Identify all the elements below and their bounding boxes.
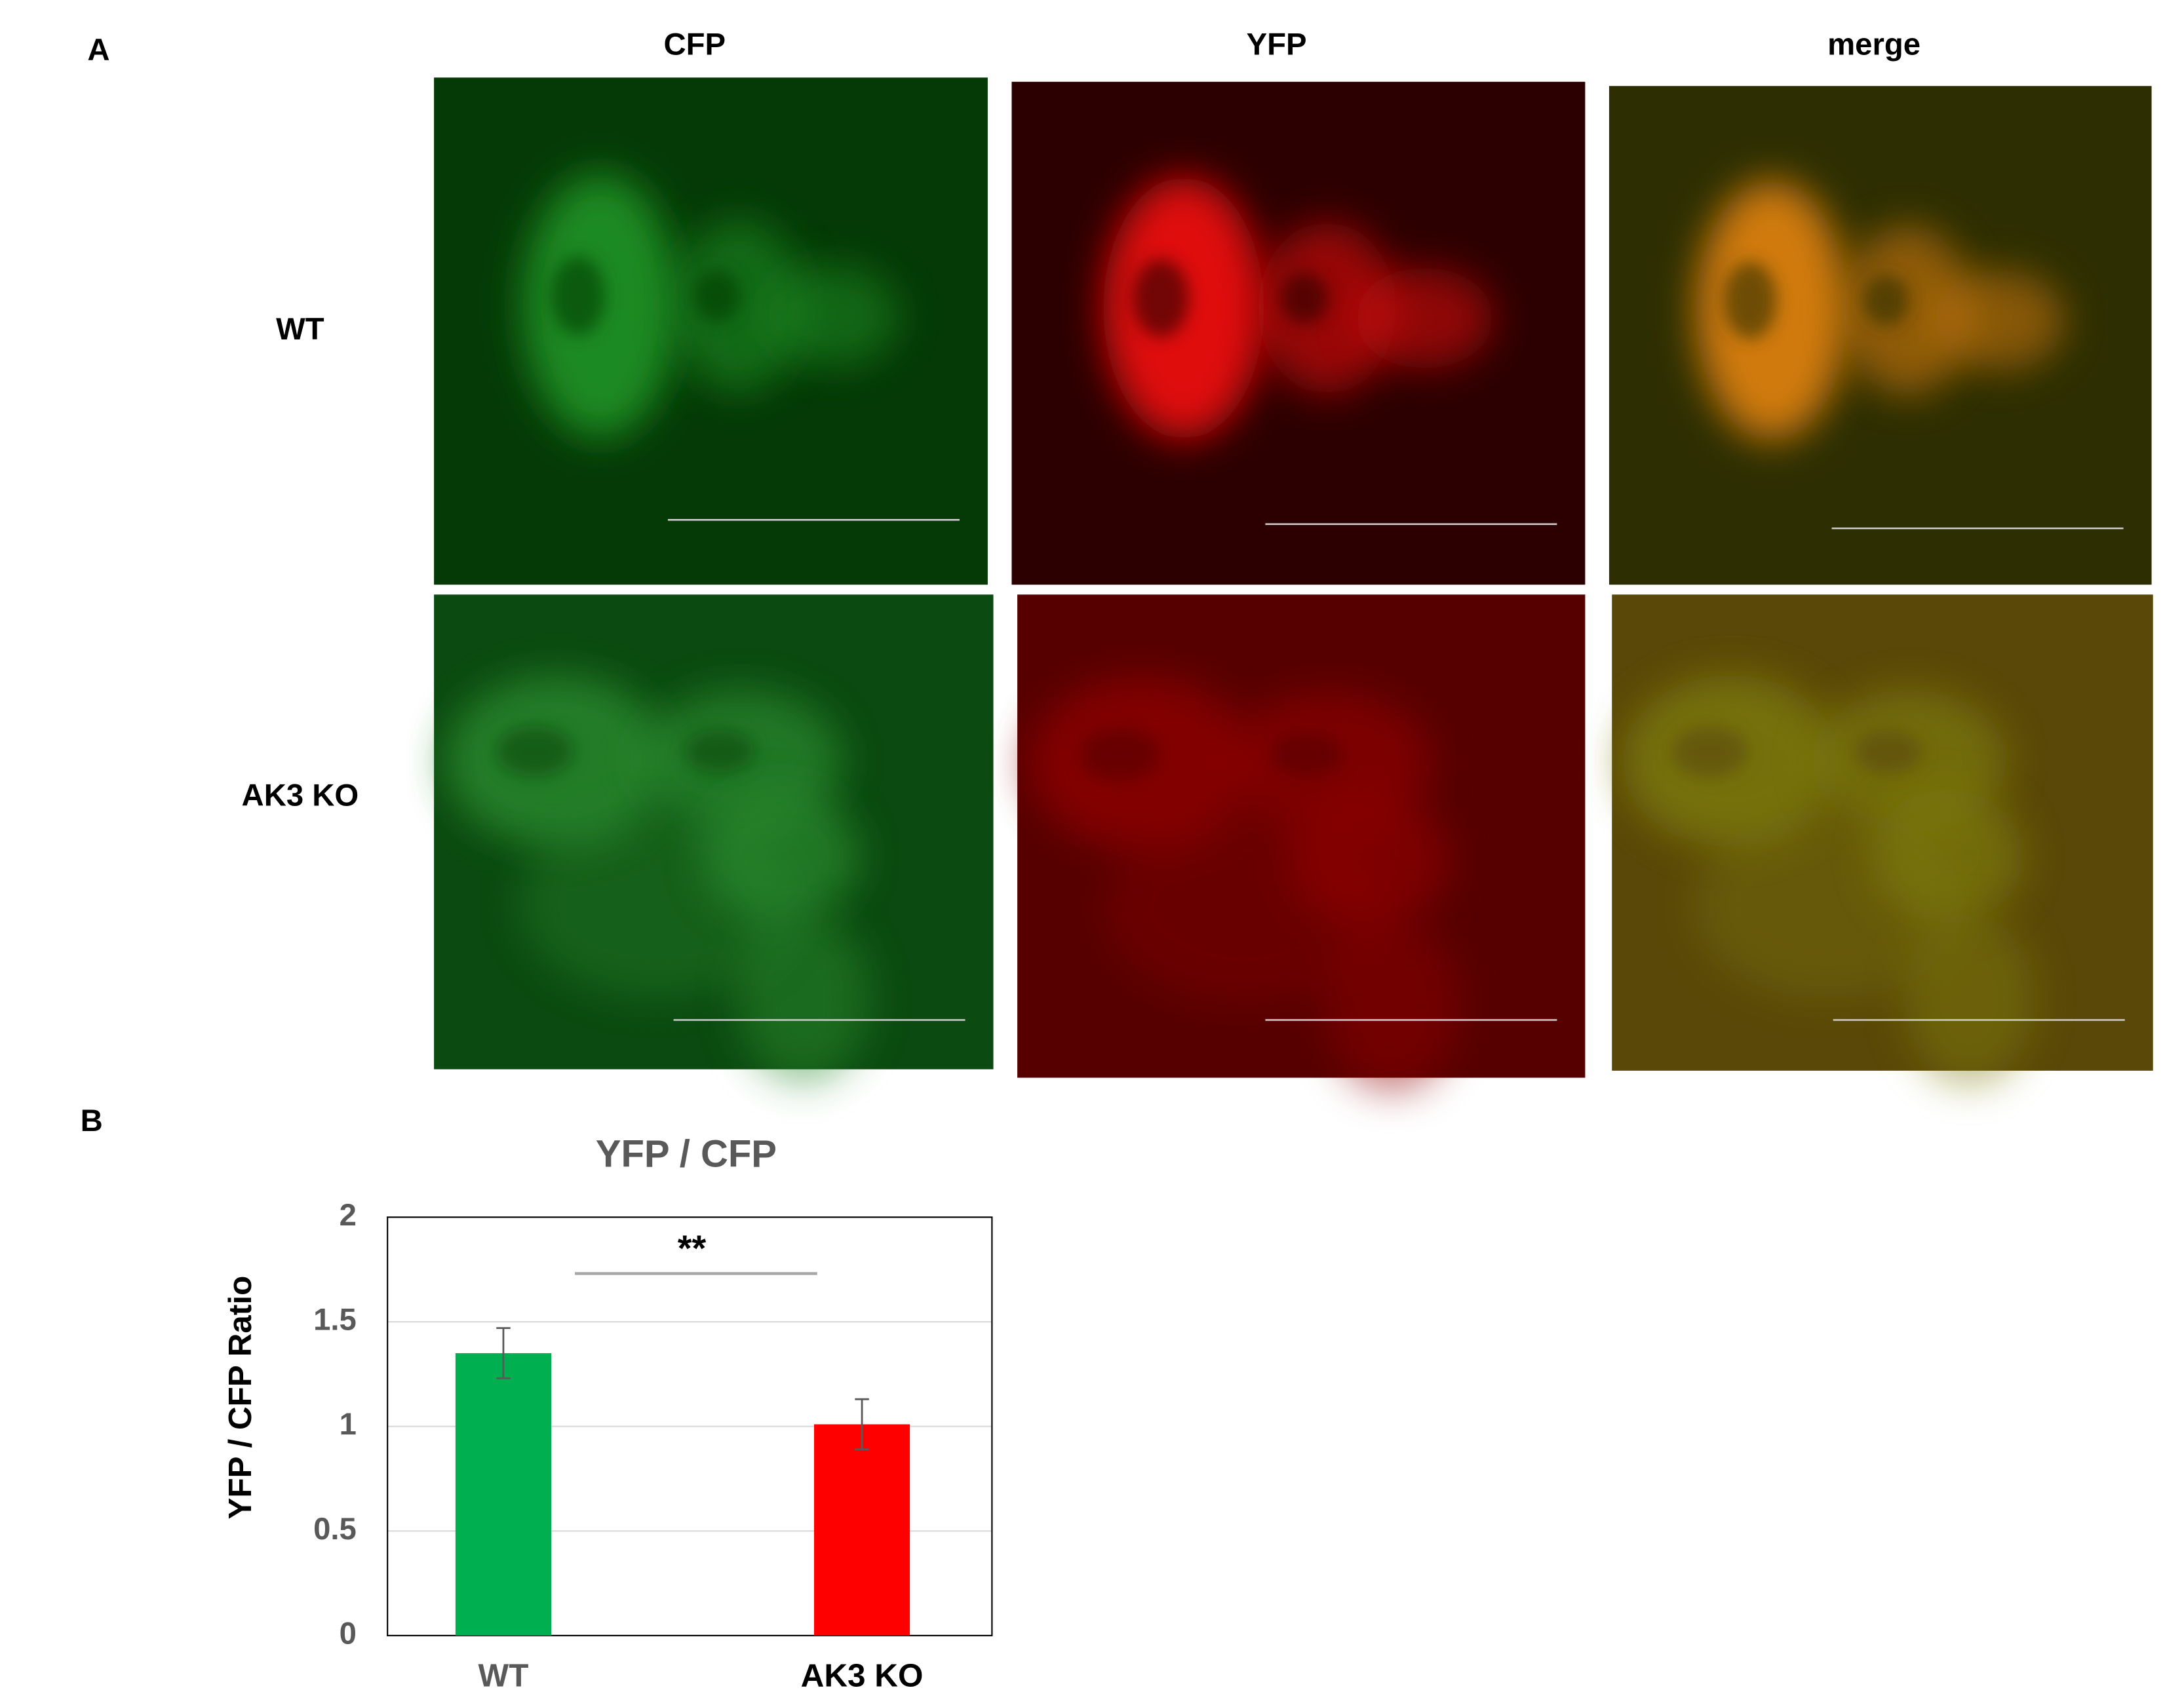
panel-label: B	[81, 1104, 103, 1138]
cell	[1102, 812, 1387, 1006]
x-tick-label: WT	[478, 1657, 529, 1692]
nucleus	[1271, 732, 1343, 776]
y-tick-label: 2	[340, 1198, 357, 1233]
cell	[1355, 267, 1494, 369]
nucleus	[1723, 261, 1777, 339]
row-label: AK3 KO	[242, 778, 359, 813]
y-tick-label: 1.5	[313, 1303, 357, 1337]
significance-annotation: **	[678, 1227, 707, 1269]
y-tick-label: 1	[340, 1407, 357, 1442]
micrograph	[1612, 594, 2153, 1085]
nucleus	[693, 269, 740, 322]
error-bar	[496, 1327, 511, 1379]
micrograph	[434, 77, 988, 585]
microscopy-grid: CFP YFP merge WT AK3 KO	[242, 28, 2153, 1092]
micrograph	[1011, 81, 1586, 585]
bar-chart: YFP / CFP YFP / CFP Ratio 0 0.5 1 1.5 2 WT AK3 K…	[222, 1132, 993, 1692]
micrograph	[1609, 86, 2152, 585]
error-bar	[855, 1398, 869, 1451]
row-label: WT	[276, 312, 324, 347]
cell	[766, 265, 899, 367]
nucleus	[684, 729, 755, 773]
chart-title: YFP / CFP	[596, 1132, 777, 1175]
column-title: YFP	[1247, 28, 1307, 62]
nucleus	[1279, 272, 1329, 324]
bar	[455, 1353, 552, 1636]
nucleus	[1671, 725, 1747, 778]
column-title: CFP	[664, 28, 726, 62]
cell	[672, 220, 806, 393]
panel-label: A	[87, 33, 109, 67]
cell	[1842, 225, 1973, 396]
cell	[518, 808, 798, 999]
nucleus	[1080, 727, 1160, 780]
plot-frame	[387, 1216, 993, 1636]
cell	[1693, 809, 1964, 999]
column-title: merge	[1827, 28, 1921, 62]
nucleus	[1863, 275, 1909, 326]
nucleus	[495, 725, 574, 777]
nucleus	[1133, 258, 1189, 337]
micrograph	[1017, 594, 1586, 1092]
micrograph	[434, 594, 994, 1084]
y-tick-label: 0.5	[313, 1512, 357, 1547]
bar	[813, 1424, 910, 1636]
nucleus	[551, 256, 606, 336]
x-tick-label: AK3 KO	[801, 1657, 924, 1692]
y-axis-label: YFP / CFP Ratio	[222, 1276, 258, 1520]
y-tick-label: 0	[340, 1616, 357, 1651]
cell	[1934, 270, 2065, 371]
cell	[1258, 222, 1396, 394]
nucleus	[1854, 730, 1922, 773]
